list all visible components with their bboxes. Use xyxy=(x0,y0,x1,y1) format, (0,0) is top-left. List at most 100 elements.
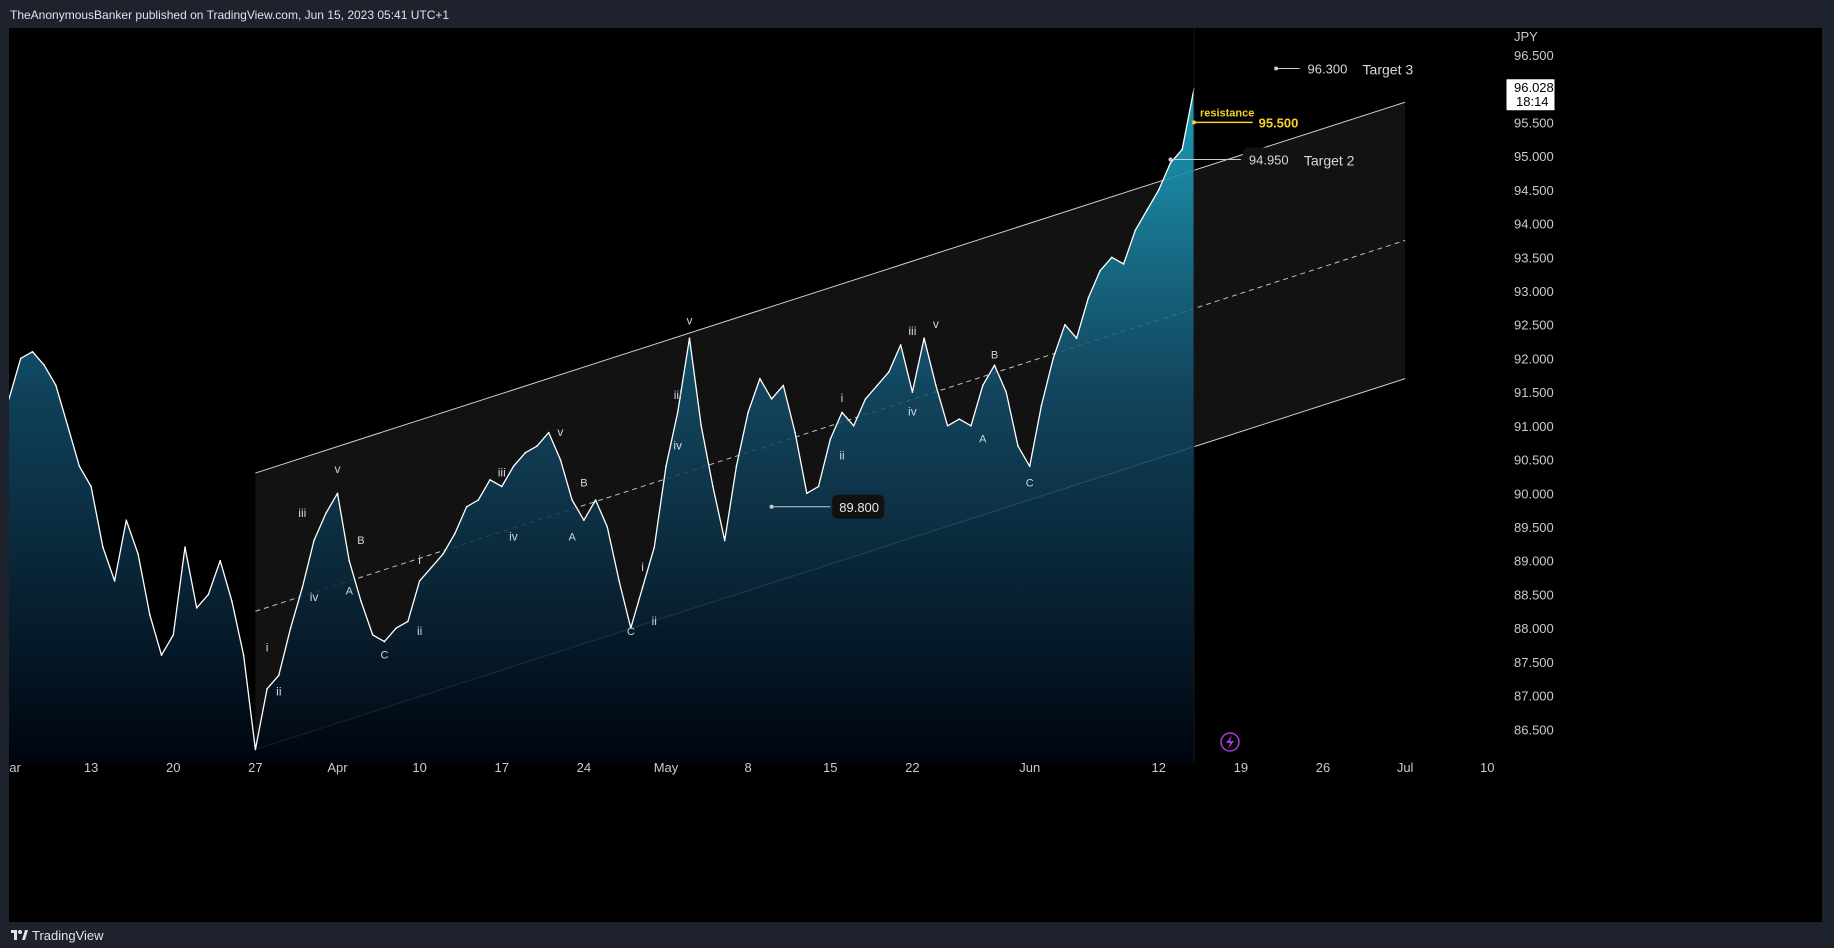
wave-label: iii xyxy=(298,506,306,520)
price-chart[interactable]: 96.300 Target 3 resistance 95.500 94.950 Targ… xyxy=(9,28,1822,922)
price-tick-label: 93.000 xyxy=(1514,284,1554,299)
price-point xyxy=(149,613,151,616)
price-point xyxy=(278,674,280,677)
target-label: Target 2 xyxy=(1304,152,1355,168)
price-point xyxy=(993,364,996,367)
wave-label: C xyxy=(380,649,388,661)
price-point xyxy=(794,431,796,434)
price-point xyxy=(90,485,92,488)
wave-label: B xyxy=(357,535,364,547)
price-point xyxy=(31,350,34,353)
level-anchor xyxy=(1274,66,1279,71)
price-point xyxy=(383,640,386,643)
price-point xyxy=(630,627,632,629)
price-tick-label: 91.500 xyxy=(1514,385,1554,400)
price-tick-label: 89.000 xyxy=(1514,554,1554,569)
price-point xyxy=(536,445,538,447)
price-point xyxy=(1028,465,1031,468)
wave-label: A xyxy=(568,531,576,543)
lightning-icon[interactable] xyxy=(1220,732,1240,752)
wave-label: v xyxy=(686,314,692,328)
price-tick-label: 91.000 xyxy=(1514,419,1554,434)
wave-label: iv xyxy=(310,590,319,604)
price-point xyxy=(242,654,245,656)
price-point xyxy=(899,344,902,346)
price-axis[interactable]: JPY 96.028 18:14 86.500 87.000 87.500 88.00… xyxy=(1505,29,1556,737)
price-point xyxy=(1122,263,1125,265)
price-point xyxy=(407,620,409,623)
chart-annotations: 96.300 Target 3 resistance 95.500 94.950 Targ… xyxy=(266,61,1414,698)
level-anchor xyxy=(1168,157,1173,162)
wave-label: i xyxy=(266,641,269,655)
price-point xyxy=(172,634,175,636)
current-price-box xyxy=(1505,78,1556,112)
price-point xyxy=(1181,148,1183,151)
price-tick-label: 87.000 xyxy=(1514,689,1554,704)
wave-label: v xyxy=(335,462,341,476)
price-point xyxy=(313,539,315,542)
channel-upper-line xyxy=(255,101,1406,474)
wave-label: A xyxy=(346,585,354,597)
price-point xyxy=(512,465,515,468)
wave-label: B xyxy=(580,478,587,490)
price-tick-label: 90.500 xyxy=(1514,453,1554,468)
price-point xyxy=(113,580,116,582)
price-point xyxy=(336,492,339,495)
price-point xyxy=(160,654,163,656)
time-tick-label: 10 xyxy=(412,760,426,775)
time-tick-label: 10 xyxy=(1480,760,1494,775)
time-tick-label: 22 xyxy=(905,760,919,775)
price-point xyxy=(911,391,914,393)
price-point xyxy=(935,384,937,387)
price-tick-label: 88.500 xyxy=(1514,587,1554,602)
wave-label: C xyxy=(1026,478,1034,490)
wave-label: C xyxy=(627,626,635,638)
publish-info: TheAnonymousBanker published on TradingV… xyxy=(10,8,450,22)
current-price-label: 96.028 xyxy=(1514,80,1554,95)
price-point xyxy=(102,546,104,548)
price-point xyxy=(418,580,421,582)
resistance-price: 95.500 xyxy=(1259,115,1299,130)
price-tick-label: 87.500 xyxy=(1514,655,1554,670)
price-point xyxy=(184,546,186,548)
wave-label: A xyxy=(979,434,987,446)
wave-label: i xyxy=(641,560,644,574)
price-point xyxy=(559,458,562,461)
price-point xyxy=(1134,229,1137,232)
brand-name[interactable]: TradingView xyxy=(32,928,104,943)
price-point xyxy=(864,398,867,400)
price-point xyxy=(1052,357,1054,360)
price-point xyxy=(195,607,198,609)
price-point xyxy=(817,485,820,488)
price-point xyxy=(360,600,362,602)
time-tick-label: Apr xyxy=(327,760,348,775)
price-point xyxy=(888,371,890,373)
chart-frame[interactable]: 96.300 Target 3 resistance 95.500 94.950 Targ… xyxy=(9,28,1822,922)
price-tick-label: 95.500 xyxy=(1514,115,1554,130)
chart-header: TheAnonymousBanker published on TradingV… xyxy=(0,0,1834,28)
time-axis[interactable]: ar 13 20 27 Apr 10 17 24 May 8 15 22 Jun 12 19 26 Jul 10 xyxy=(9,760,1494,775)
time-tick-label: Jun xyxy=(1019,760,1040,775)
price-area-fill xyxy=(9,88,1194,763)
price-tick-label: 93.500 xyxy=(1514,250,1554,265)
price-point xyxy=(782,384,785,387)
time-tick-label: 19 xyxy=(1234,760,1248,775)
wave-label: v xyxy=(557,425,563,439)
price-point xyxy=(78,465,81,468)
wave-label: ii xyxy=(839,449,844,463)
price-tick-label: 96.500 xyxy=(1514,48,1554,63)
price-point xyxy=(254,748,257,751)
price-point xyxy=(852,425,855,427)
wave-label: B xyxy=(991,349,998,361)
price-point xyxy=(723,539,726,542)
price-point xyxy=(325,512,327,515)
price-tick-label: 95.000 xyxy=(1514,149,1554,164)
price-tick-label: 90.000 xyxy=(1514,486,1554,501)
price-point xyxy=(289,627,292,629)
price-point xyxy=(1017,445,1019,447)
price-point xyxy=(747,411,749,414)
price-point xyxy=(442,553,444,555)
tradingview-logo-icon[interactable] xyxy=(10,928,28,942)
price-point xyxy=(371,634,374,636)
resistance-label: resistance xyxy=(1200,107,1254,119)
